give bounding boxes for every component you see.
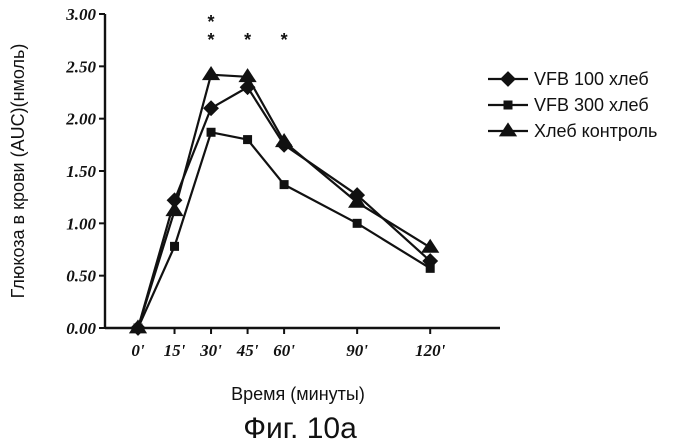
significance-star: * [281,30,288,50]
series-line-3 [138,75,430,328]
series-2-point [426,264,435,273]
series-line-1 [138,87,430,328]
series-2-point [207,128,216,137]
legend-marker [504,101,513,110]
y-tick-label: 3.00 [65,5,96,24]
y-tick-label: 2.00 [65,110,96,129]
legend-label: VFB 100 хлеб [534,69,649,89]
x-tick-label: 45' [236,341,259,360]
x-tick-label: 90' [346,341,368,360]
series-3-point [238,68,256,82]
x-tick-label: 30' [199,341,222,360]
series-2-point [353,219,362,228]
y-tick-label: 1.00 [66,214,96,233]
legend-marker [500,71,516,87]
y-axis-title: Глюкоза в крови (AUC)(нмоль) [8,44,28,299]
series-3-point [202,66,220,80]
y-tick-label: 1.50 [66,162,96,181]
x-tick-label: 120' [415,341,446,360]
series-3-point [165,202,183,216]
y-tick-label: 0.50 [66,267,96,286]
significance-star: * [244,30,251,50]
x-tick-label: 0' [131,341,145,360]
series-2-point [243,135,252,144]
series-2-point [170,242,179,251]
x-axis-title: Время (минуты) [231,384,365,404]
series-3-point [421,239,439,253]
x-tick-label: 60' [273,341,295,360]
y-tick-label: 2.50 [65,57,96,76]
series-2-point [280,180,289,189]
legend-label: Хлеб контроль [534,121,657,141]
legend-label: VFB 300 хлеб [534,95,649,115]
legend-marker [499,122,517,136]
significance-star: * [208,30,215,50]
series-line-2 [138,132,430,328]
figure-caption: Фиг. 10a [243,412,357,445]
y-tick-label: 0.00 [66,319,96,338]
series-1-point [203,100,219,116]
series-3-point [129,319,147,333]
x-tick-label: 15' [164,341,186,360]
